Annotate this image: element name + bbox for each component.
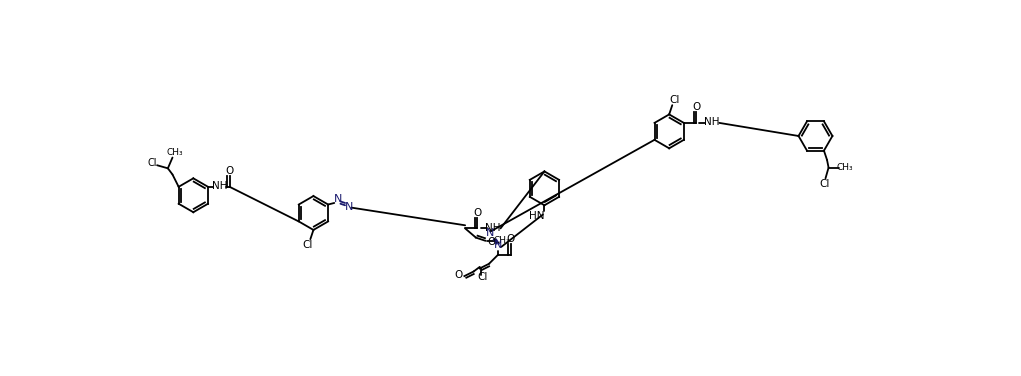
Text: O: O xyxy=(474,208,482,218)
Text: Cl: Cl xyxy=(820,179,830,189)
Text: CH₃: CH₃ xyxy=(166,149,183,158)
Text: NH: NH xyxy=(703,117,720,127)
Text: O: O xyxy=(506,234,515,244)
Text: Cl: Cl xyxy=(148,158,157,168)
Text: N: N xyxy=(345,202,353,212)
Text: Cl: Cl xyxy=(478,272,488,282)
Text: O: O xyxy=(226,167,234,176)
Text: NH: NH xyxy=(485,223,500,233)
Text: N: N xyxy=(494,240,502,250)
Text: O: O xyxy=(692,103,700,112)
Text: CH₃: CH₃ xyxy=(836,163,854,172)
Text: Cl: Cl xyxy=(670,95,680,105)
Text: NH: NH xyxy=(211,181,228,191)
Text: CH₃: CH₃ xyxy=(493,236,509,245)
Text: N: N xyxy=(486,228,495,238)
Text: HN: HN xyxy=(529,211,544,221)
Text: O: O xyxy=(487,237,495,247)
Text: Cl: Cl xyxy=(303,240,313,250)
Text: O: O xyxy=(454,270,463,280)
Text: N: N xyxy=(334,194,342,204)
